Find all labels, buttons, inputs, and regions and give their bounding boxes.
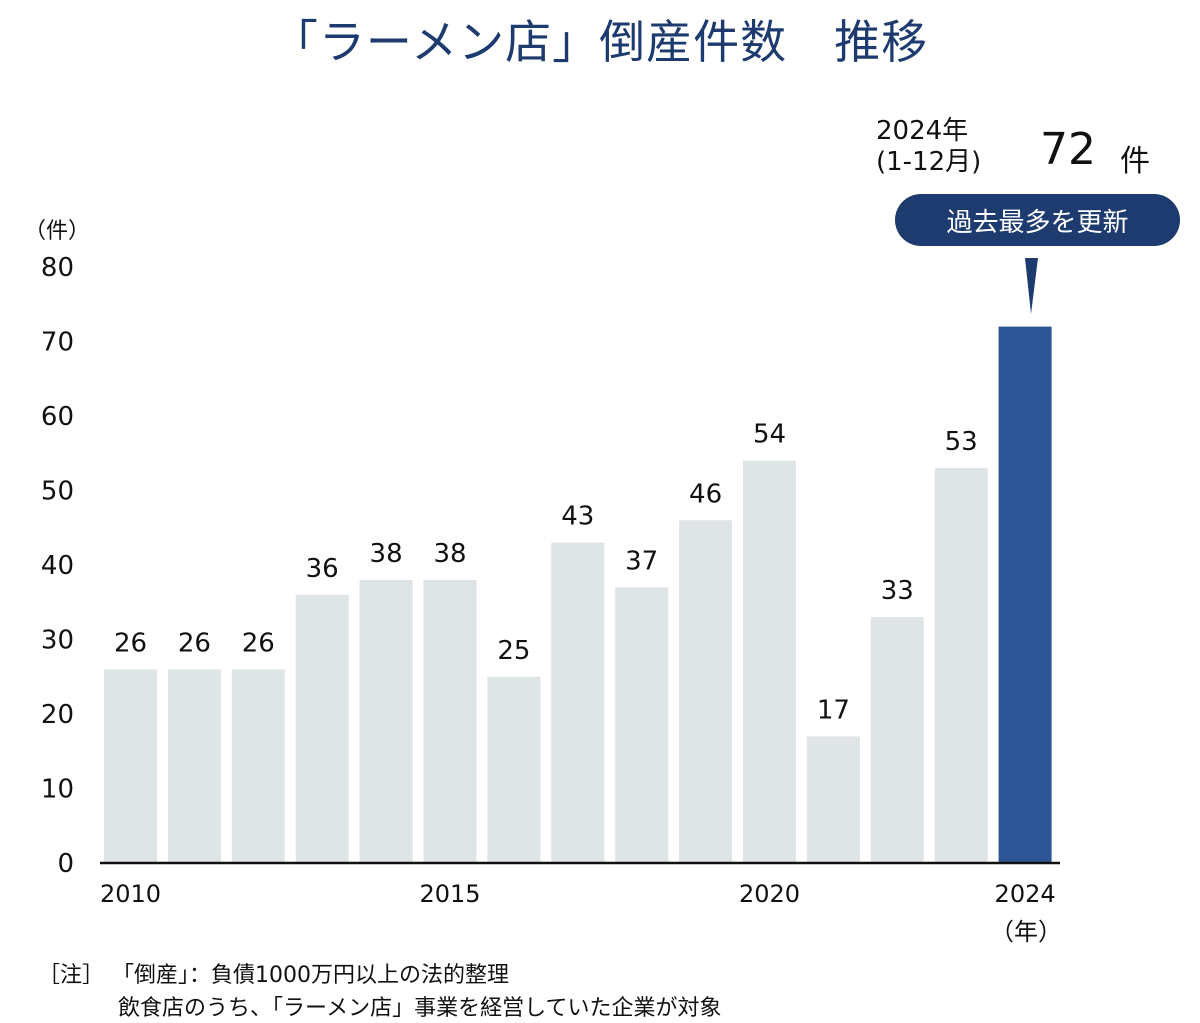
notes-line-1: 「倒産」：負債1000万円以上の法的整理 <box>112 963 509 988</box>
bar-2024 <box>998 326 1052 864</box>
value-label-2018: 37 <box>625 546 658 576</box>
callout-period: 2024年 (1-12月) <box>876 116 981 178</box>
bar-2022 <box>870 617 924 863</box>
bar-2019 <box>679 520 733 863</box>
bar-2023 <box>934 468 988 863</box>
callout-period-months: (1-12月) <box>876 147 982 177</box>
value-label-2016: 25 <box>497 636 530 666</box>
y-axis-unit-label: （件） <box>24 219 90 244</box>
bar-2021 <box>806 736 860 863</box>
value-label-2012: 26 <box>242 628 275 658</box>
callout-value: 72 <box>1040 124 1096 175</box>
bar-2012 <box>231 669 285 863</box>
value-label-2019: 46 <box>689 479 722 509</box>
value-label-2020: 54 <box>753 420 786 450</box>
bar-2020 <box>743 460 796 863</box>
x-tick-label-2010: 2010 <box>100 880 161 908</box>
callout-pointer <box>1025 258 1038 314</box>
bar-2010 <box>104 669 157 863</box>
y-tick-label-30: 30 <box>41 626 74 656</box>
x-tick-label-2015: 2015 <box>419 880 480 908</box>
value-label-2011: 26 <box>178 628 211 658</box>
y-tick-label-40: 40 <box>41 551 74 581</box>
bar-2014 <box>359 579 413 863</box>
y-tick-label-0: 0 <box>57 849 74 879</box>
y-tick-label-80: 80 <box>41 253 74 283</box>
y-tick-label-60: 60 <box>41 402 74 432</box>
callout-period-year: 2024年 <box>876 116 969 146</box>
value-label-2010: 26 <box>114 628 147 658</box>
bar-2011 <box>167 669 221 863</box>
x-tick-label-2024: 2024 <box>995 880 1056 908</box>
value-label-2021: 17 <box>817 695 850 725</box>
chart-title: 「ラーメン店」倒産件数 推移 <box>271 15 929 69</box>
value-label-2015: 38 <box>433 539 466 569</box>
x-tick-label-2020: 2020 <box>739 880 800 908</box>
y-tick-label-50: 50 <box>41 477 74 507</box>
notes-label: ［注］ <box>38 963 105 988</box>
bar-2018 <box>615 587 669 863</box>
bar-2013 <box>295 594 349 863</box>
y-tick-label-20: 20 <box>41 700 74 730</box>
value-label-2017: 43 <box>561 502 594 532</box>
bar-2016 <box>487 676 541 864</box>
y-tick-label-70: 70 <box>41 328 74 358</box>
bar-2015 <box>423 579 477 863</box>
value-label-2023: 53 <box>945 427 978 457</box>
record-high-badge: 過去最多を更新 <box>895 194 1180 246</box>
value-label-2013: 36 <box>306 554 339 584</box>
x-axis-unit-label: （年） <box>990 918 1062 946</box>
value-label-2022: 33 <box>881 576 914 606</box>
y-tick-label-10: 10 <box>41 775 74 805</box>
bar-2017 <box>551 542 605 863</box>
notes-line-2: 飲食店のうち、「ラーメン店」事業を経営していた企業が対象 <box>118 996 722 1021</box>
value-label-2014: 38 <box>370 539 403 569</box>
callout-unit: 件 <box>1120 144 1150 179</box>
